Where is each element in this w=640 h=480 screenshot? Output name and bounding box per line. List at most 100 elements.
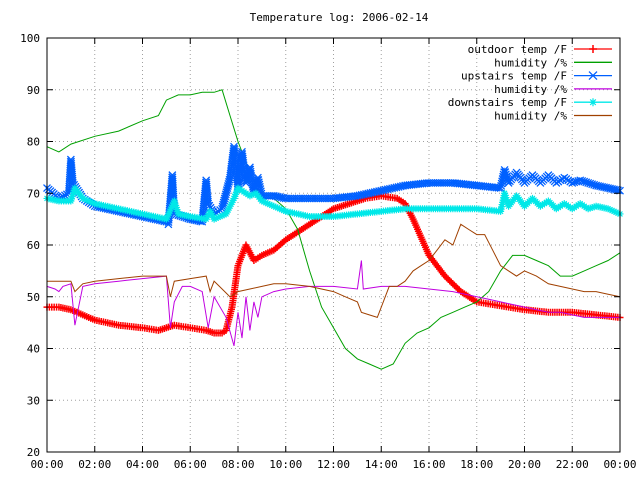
data-point-star xyxy=(81,195,89,203)
data-point-star xyxy=(610,207,618,215)
series-line xyxy=(46,89,621,370)
data-point-star xyxy=(227,200,235,208)
data-point-star xyxy=(266,200,274,208)
x-tick-label: 18:00 xyxy=(460,458,493,471)
y-tick-label: 90 xyxy=(27,84,40,97)
data-point-star xyxy=(274,204,282,212)
series-4 xyxy=(43,184,624,223)
series-line xyxy=(47,223,621,319)
y-tick-label: 100 xyxy=(20,32,40,45)
y-axis: 20 30 40 50 60 70 80 90 100 xyxy=(20,32,620,459)
data-point-star xyxy=(89,199,97,207)
data-point-star xyxy=(248,191,256,199)
data-point-star xyxy=(614,209,622,217)
series-1 xyxy=(46,89,621,370)
x-axis: 00:00 02:00 04:00 06:00 08:00 10:00 12:00 14:00… xyxy=(30,38,637,471)
data-point-star xyxy=(67,197,75,205)
data-point-star xyxy=(83,196,91,204)
data-point-star xyxy=(588,203,596,211)
legend-label: downstairs temp /F xyxy=(448,96,567,109)
legend-label: upstairs temp /F xyxy=(461,70,567,83)
data-point-x xyxy=(502,172,511,181)
data-point-star xyxy=(268,201,276,209)
data-point-star xyxy=(203,213,211,221)
y-tick-label: 50 xyxy=(27,291,40,304)
data-point-star xyxy=(79,194,87,202)
data-point-star xyxy=(172,203,180,211)
data-point-star xyxy=(229,196,237,204)
data-point-star xyxy=(206,207,214,215)
data-point-star xyxy=(68,193,76,201)
data-point-x xyxy=(501,168,510,177)
data-point-star xyxy=(222,210,230,218)
x-tick-label: 00:00 xyxy=(30,458,63,471)
data-point-star xyxy=(250,190,258,198)
chart-title: Temperature log: 2006-02-14 xyxy=(250,11,429,24)
y-tick-label: 70 xyxy=(27,187,40,200)
data-point-star xyxy=(202,215,210,223)
data-point-star xyxy=(165,209,173,217)
x-tick-label: 08:00 xyxy=(221,458,254,471)
x-tick-label: 20:00 xyxy=(508,458,541,471)
data-point-star xyxy=(171,199,179,207)
data-point-star xyxy=(608,207,616,214)
data-point-star xyxy=(225,204,233,212)
data-point-x xyxy=(500,166,509,174)
series-line xyxy=(46,260,620,347)
data-point-star xyxy=(501,191,509,199)
data-point-star xyxy=(232,188,240,196)
data-point-star xyxy=(172,201,180,209)
x-tick-label: 00:00 xyxy=(603,458,636,471)
data-point-plus xyxy=(589,45,597,53)
data-point-star xyxy=(69,191,77,199)
x-tick-label: 10:00 xyxy=(269,458,302,471)
data-point-star xyxy=(173,206,181,214)
data-point-star xyxy=(606,206,614,214)
grid-lines xyxy=(47,38,620,452)
data-point-star xyxy=(246,192,254,200)
data-point-star xyxy=(586,204,594,212)
data-point-star xyxy=(228,198,236,206)
series-3 xyxy=(46,260,620,347)
data-point-star xyxy=(232,190,240,198)
data-point-star xyxy=(164,211,172,219)
data-point-star xyxy=(218,212,226,220)
data-point-star xyxy=(208,211,216,219)
data-point-star xyxy=(166,207,174,215)
y-tick-label: 20 xyxy=(27,446,40,459)
data-point-star xyxy=(502,194,510,202)
data-point-star xyxy=(207,209,215,217)
data-point-star xyxy=(226,202,234,210)
data-point-star xyxy=(604,205,612,213)
y-tick-label: 80 xyxy=(27,136,40,149)
y-tick-label: 30 xyxy=(27,394,40,407)
data-point-star xyxy=(233,186,241,194)
data-point-star xyxy=(503,196,511,204)
data-point-star xyxy=(501,189,509,197)
data-point-star xyxy=(167,205,175,213)
x-tick-label: 16:00 xyxy=(412,458,445,471)
legend-label: humidity /% xyxy=(494,83,567,96)
data-point-star xyxy=(280,207,288,214)
data-point-star xyxy=(262,199,270,207)
data-point-star xyxy=(216,213,224,221)
x-tick-label: 12:00 xyxy=(317,458,350,471)
legend-label: humidity /% xyxy=(494,110,567,123)
data-point-star xyxy=(214,213,222,221)
data-point-star xyxy=(503,198,511,206)
data-point-star xyxy=(589,98,597,107)
series-0 xyxy=(43,192,624,337)
data-point-x xyxy=(588,71,598,81)
data-point-star xyxy=(260,198,268,206)
data-point-star xyxy=(68,195,76,203)
data-point-star xyxy=(231,192,239,200)
data-point-star xyxy=(204,211,212,219)
x-tick-label: 14:00 xyxy=(365,458,398,471)
legend-label: outdoor temp /F xyxy=(468,43,567,56)
x-tick-label: 06:00 xyxy=(174,458,207,471)
data-point-star xyxy=(87,198,95,206)
data-point-star xyxy=(584,205,592,213)
data-point-star xyxy=(174,208,182,216)
data-point-star xyxy=(276,205,284,213)
